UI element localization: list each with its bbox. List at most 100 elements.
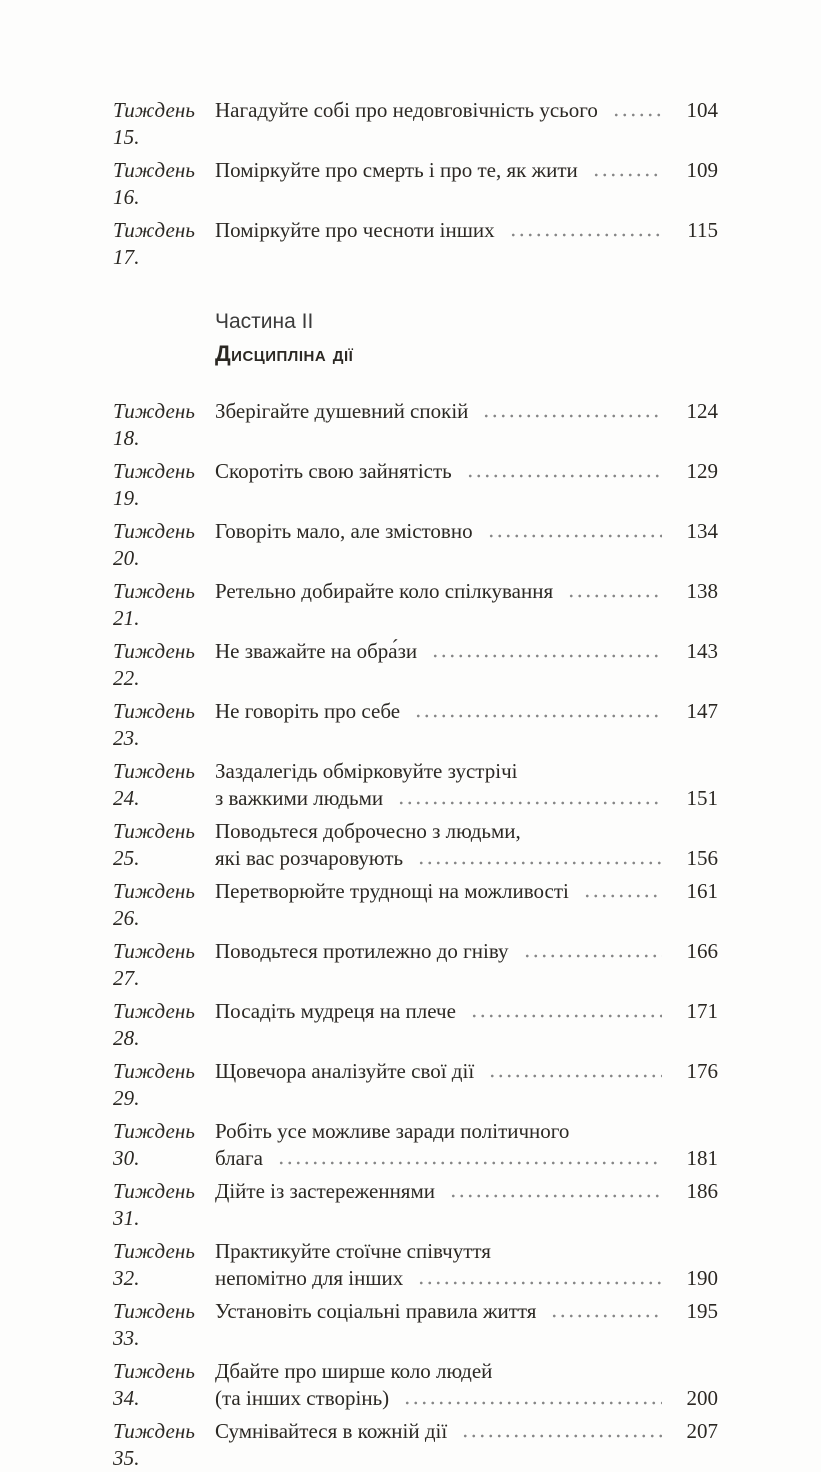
entry-line: які вас розчаровують 156 [215, 845, 718, 872]
entry-week-label: Тиждень 21. [113, 579, 196, 630]
dotted-leader [447, 1194, 662, 1198]
entry-week-label: Тиждень 33. [113, 1299, 196, 1350]
entry-title: Скоротіть свою зайнятість [215, 459, 452, 483]
entry-title: Поміркуйте про чесноти інших [215, 218, 495, 242]
entry-line: Перетворюйте труднощі на можливості 161 [215, 878, 718, 905]
entry-week-label: Тиждень 24. [113, 759, 196, 810]
entry-line: Дійте із застереженнями 186 [215, 1178, 718, 1205]
entry-title: Зберігайте душевний спокій [215, 399, 469, 423]
toc-entry: Тиждень 16. Поміркуйте про смерть і про … [113, 157, 718, 211]
entry-page-number: 138 [686, 579, 719, 603]
entry-line: з важкими людьми 151 [215, 785, 718, 812]
entry-body: Установіть соціальні правила життя 195 [215, 1298, 718, 1352]
dotted-leader [589, 173, 662, 177]
section-heading: Частина II Дисципліна дії [113, 306, 718, 370]
entry-week-label: Тиждень 34. [113, 1359, 196, 1410]
entry-week-label: Тиждень 29. [113, 1059, 196, 1110]
entry-body: Ретельно добирайте коло спілкування 138 [215, 578, 718, 632]
entry-page-number: 186 [686, 1179, 719, 1203]
entry-line: Сумнівайтеся в кожній дії 207 [215, 1418, 718, 1445]
entry-title: Перетворюйте труднощі на можливості [215, 879, 569, 903]
dotted-leader [484, 534, 662, 538]
entry-line: Посадіть мудреця на плече 171 [215, 998, 718, 1025]
entry-title: які вас розчаровують [215, 846, 404, 870]
entry-body: Поводьтеся протилежно до гніву 166 [215, 938, 718, 992]
part-label: Частина II [215, 310, 314, 333]
entry-body: Перетворюйте труднощі на можливості 161 [215, 878, 718, 932]
toc-entry: Тиждень 34. Дбайте про ширше коло людей(… [113, 1358, 718, 1412]
entry-line: (та інших створінь) 200 [215, 1385, 718, 1412]
toc-entry: Тиждень 19. Скоротіть свою зайнятість 129 [113, 458, 718, 512]
entry-title: Не зважайте на обра́зи [215, 639, 418, 663]
entry-line: Говоріть мало, але змістовно 134 [215, 518, 718, 545]
entry-title: Поводьтеся доброчесно з людьми, [215, 819, 521, 843]
entry-title: (та інших створінь) [215, 1386, 390, 1410]
entry-body: Скоротіть свою зайнятість 129 [215, 458, 718, 512]
entry-title: непомітно для інших [215, 1266, 404, 1290]
toc-entry: Тиждень 25. Поводьтеся доброчесно з людь… [113, 818, 718, 872]
entry-body: Сумнівайтеся в кожній дії 207 [215, 1418, 718, 1472]
entry-body: Поміркуйте про чесноти інших 115 [215, 217, 718, 271]
entry-line: Зберігайте душевний спокій 124 [215, 398, 718, 425]
entry-week-label: Тиждень 23. [113, 699, 196, 750]
dotted-leader [401, 1401, 662, 1405]
entry-page-number: 151 [686, 786, 719, 810]
entry-title: Нагадуйте собі про недовговічність усьог… [215, 98, 598, 122]
entry-line: Заздалегідь обмірковуйте зустрічі [215, 758, 718, 785]
toc-list-part1: Тиждень 15. Нагадуйте собі про недовгові… [113, 97, 718, 271]
entry-page-number: 190 [686, 1266, 719, 1290]
entry-page-number: 147 [686, 699, 719, 723]
toc-entry: Тиждень 23. Не говоріть про себе 147 [113, 698, 718, 752]
toc-entry: Тиждень 31. Дійте із застереженнями 186 [113, 1178, 718, 1232]
entry-week-label: Тиждень 25. [113, 819, 196, 870]
toc-entry: Тиждень 27. Поводьтеся протилежно до гні… [113, 938, 718, 992]
dotted-leader [274, 1161, 662, 1165]
part-title: Дисципліна дії [215, 341, 354, 366]
entry-line: Скоротіть свою зайнятість 129 [215, 458, 718, 485]
dotted-leader [429, 654, 662, 658]
toc-entry: Тиждень 22. Не зважайте на обра́зи 143 [113, 638, 718, 692]
dotted-leader [459, 1434, 662, 1438]
dotted-leader [415, 1281, 662, 1285]
entry-page-number: 195 [686, 1299, 719, 1323]
entry-page-number: 156 [686, 846, 719, 870]
entry-page-number: 200 [686, 1386, 719, 1410]
entry-body: Заздалегідь обмірковуйте зустрічі з важки… [215, 758, 718, 812]
entry-title: Поміркуйте про смерть і про те, як жити [215, 158, 578, 182]
entry-page-number: 176 [686, 1059, 719, 1083]
entry-body: Посадіть мудреця на плече 171 [215, 998, 718, 1052]
entry-line: Установіть соціальні правила життя 195 [215, 1298, 718, 1325]
toc-list-part2: Тиждень 18. Зберігайте душевний спокій 12… [113, 398, 718, 1472]
entry-page-number: 134 [686, 519, 719, 543]
dotted-leader [415, 861, 662, 865]
entry-title: Установіть соціальні правила життя [215, 1299, 537, 1323]
entry-title: блага [215, 1146, 263, 1170]
toc-entry: Тиждень 35. Сумнівайтеся в кожній дії 207 [113, 1418, 718, 1472]
entry-page-number: 104 [686, 98, 719, 122]
entry-line: Не говоріть про себе 147 [215, 698, 718, 725]
toc-entry: Тиждень 30. Робіть усе можливе заради по… [113, 1118, 718, 1172]
entry-week-label: Тиждень 20. [113, 519, 196, 570]
entry-body: Не говоріть про себе 147 [215, 698, 718, 752]
toc-entry: Тиждень 20. Говоріть мало, але змістовно… [113, 518, 718, 572]
entry-page-number: 171 [686, 999, 719, 1023]
entry-page-number: 143 [686, 639, 719, 663]
entry-title: Не говоріть про себе [215, 699, 401, 723]
toc-entry: Тиждень 29. Щовечора аналізуйте свої дії… [113, 1058, 718, 1112]
entry-title: з важкими людьми [215, 786, 384, 810]
entry-body: Щовечора аналізуйте свої дії 176 [215, 1058, 718, 1112]
entry-page-number: 166 [686, 939, 719, 963]
entry-line: блага 181 [215, 1145, 718, 1172]
entry-line: Щовечора аналізуйте свої дії 176 [215, 1058, 718, 1085]
entry-line: Не зважайте на обра́зи 143 [215, 638, 718, 665]
entry-title: Ретельно добирайте коло спілкування [215, 579, 554, 603]
entry-title: Говоріть мало, але змістовно [215, 519, 473, 543]
entry-week-label: Тиждень 32. [113, 1239, 196, 1290]
entry-page-number: 129 [686, 459, 719, 483]
entry-line: Нагадуйте собі про недовговічність усьог… [215, 97, 718, 124]
entry-week-label: Тиждень 17. [113, 218, 196, 269]
entry-title: Сумнівайтеся в кожній дії [215, 1419, 448, 1443]
entry-week-label: Тиждень 15. [113, 98, 196, 149]
entry-week-label: Тиждень 28. [113, 999, 196, 1050]
